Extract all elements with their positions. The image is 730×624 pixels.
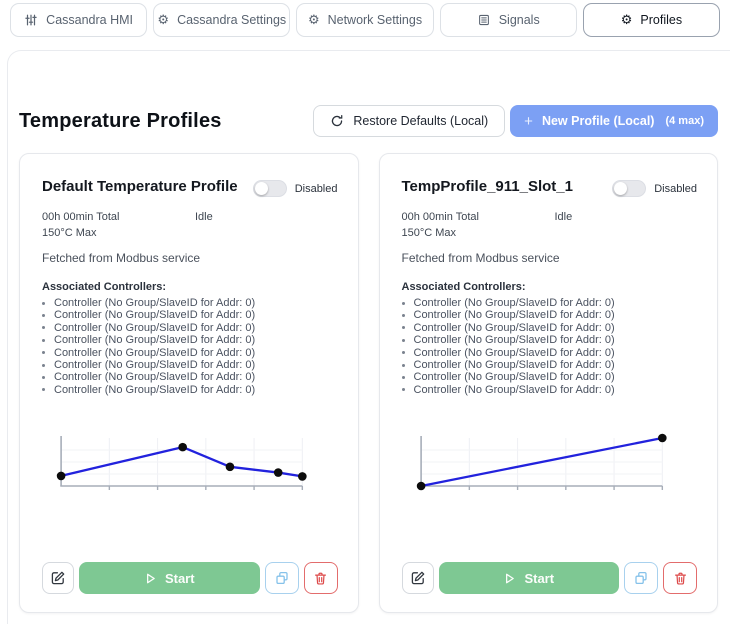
gear-icon: ⚙ — [620, 12, 633, 28]
profiles-panel: Temperature Profiles Restore Defaults (L… — [7, 50, 730, 624]
source-label: Fetched from Modbus service — [401, 251, 560, 265]
page-header: Temperature Profiles Restore Defaults (L… — [19, 105, 718, 137]
plus-icon: + — [524, 112, 533, 130]
controller-item: Controller (No Group/SlaveID for Addr: 0… — [401, 371, 698, 383]
controller-item: Controller (No Group/SlaveID for Addr: 0… — [401, 384, 698, 396]
edit-profile-button[interactable] — [401, 562, 434, 594]
bullet-dot — [401, 301, 405, 305]
pencil-square-icon — [51, 571, 65, 585]
controller-item: Controller (No Group/SlaveID for Addr: 0… — [401, 334, 698, 346]
bullet-dot — [401, 338, 405, 342]
bullet-dot — [42, 313, 45, 317]
profile-card: Default Temperature Profile Disabled 00h… — [19, 153, 359, 613]
trash-icon — [315, 572, 326, 585]
restore-defaults-button[interactable]: Restore Defaults (Local) — [313, 105, 506, 137]
bullet-dot — [401, 388, 405, 392]
controller-item: Controller (No Group/SlaveID for Addr: 0… — [42, 309, 338, 321]
duplicate-profile-button[interactable] — [264, 562, 299, 594]
start-button[interactable]: Start — [438, 562, 619, 594]
trash-icon — [674, 572, 686, 585]
bullet-dot — [401, 363, 405, 367]
bullet-dot — [42, 375, 45, 379]
bullet-dot — [401, 326, 405, 330]
profile-name: Default Temperature Profile — [42, 178, 238, 195]
tab-signals[interactable]: Signals — [439, 3, 577, 37]
profile-limit-label: (4 max) — [665, 115, 704, 127]
refresh-icon — [332, 114, 343, 127]
controllers-heading: Associated Controllers: — [42, 281, 167, 293]
controllers-heading: Associated Controllers: — [401, 281, 526, 293]
bullet-dot — [401, 375, 405, 379]
profile-card: TempProfile_911_Slot_1 Disabled 00h 00mi… — [378, 153, 718, 613]
bullet-dot — [401, 313, 405, 317]
toggle-knob — [254, 182, 268, 195]
list-icon — [478, 14, 489, 26]
gear-icon: ⚙ — [307, 12, 320, 28]
start-button[interactable]: Start — [79, 562, 260, 594]
controller-item: Controller (No Group/SlaveID for Addr: 0… — [42, 322, 338, 334]
status-badge: Idle — [195, 211, 213, 223]
tab-network-settings[interactable]: ⚙ Network Settings — [296, 3, 434, 37]
controllers-list: Controller (No Group/SlaveID for Addr: 0… — [42, 297, 338, 396]
top-tab-bar: Cassandra HMI ⚙ Cassandra Settings ⚙ Net… — [0, 0, 730, 37]
controller-item: Controller (No Group/SlaveID for Addr: 0… — [42, 384, 338, 396]
controller-item: Controller (No Group/SlaveID for Addr: 0… — [42, 334, 338, 346]
controller-item: Controller (No Group/SlaveID for Addr: 0… — [401, 297, 698, 309]
source-label: Fetched from Modbus service — [42, 251, 201, 265]
status-badge: Idle — [554, 211, 573, 223]
total-duration: 00h 00min Total — [42, 211, 120, 223]
copy-icon — [635, 571, 647, 585]
controller-item: Controller (No Group/SlaveID for Addr: 0… — [401, 347, 698, 359]
enabled-toggle[interactable] — [612, 180, 647, 197]
tab-profiles[interactable]: ⚙ Profiles — [582, 3, 721, 37]
controller-item: Controller (No Group/SlaveID for Addr: 0… — [42, 371, 338, 383]
bullet-dot — [42, 388, 45, 392]
controller-item: Controller (No Group/SlaveID for Addr: 0… — [42, 359, 338, 371]
controller-item: Controller (No Group/SlaveID for Addr: 0… — [42, 297, 338, 309]
tab-label: Network Settings — [327, 13, 423, 27]
controller-item: Controller (No Group/SlaveID for Addr: 0… — [401, 322, 698, 334]
bullet-dot — [42, 363, 45, 367]
delete-profile-button[interactable] — [663, 562, 697, 594]
tab-cassandra-hmi[interactable]: Cassandra HMI — [10, 3, 148, 37]
max-temperature: 150°C Max — [42, 227, 97, 239]
profile-cards: Default Temperature Profile Disabled 00h… — [19, 153, 718, 613]
pencil-square-icon — [411, 571, 424, 585]
profile-name: TempProfile_911_Slot_1 — [401, 178, 573, 195]
copy-icon — [275, 571, 288, 585]
toggle-knob — [614, 182, 628, 195]
bullet-dot — [42, 351, 45, 355]
controller-item: Controller (No Group/SlaveID for Addr: 0… — [401, 359, 698, 371]
gear-icon: ⚙ — [157, 12, 170, 28]
temperature-profile-chart — [56, 436, 307, 491]
edit-profile-button[interactable] — [42, 562, 74, 594]
controller-item: Controller (No Group/SlaveID for Addr: 0… — [42, 347, 338, 359]
new-profile-button[interactable]: + New Profile (Local) (4 max) — [510, 105, 718, 137]
toggle-state-label: Disabled — [654, 182, 697, 195]
max-temperature: 150°C Max — [401, 227, 457, 239]
bullet-dot — [42, 301, 45, 305]
tab-label: Signals — [498, 13, 540, 27]
delete-profile-button[interactable] — [303, 562, 338, 594]
play-icon — [146, 573, 155, 583]
bullet-dot — [42, 326, 45, 330]
bullet-dot — [401, 351, 405, 355]
tab-cassandra-settings[interactable]: ⚙ Cassandra Settings — [153, 3, 291, 37]
sliders-icon — [25, 14, 37, 26]
toggle-state-label: Disabled — [294, 182, 338, 195]
page-title: Temperature Profiles — [19, 109, 222, 132]
play-icon — [506, 573, 515, 583]
controller-item: Controller (No Group/SlaveID for Addr: 0… — [401, 309, 698, 321]
tab-label: Profiles — [640, 13, 683, 27]
bullet-dot — [42, 338, 45, 342]
total-duration: 00h 00min Total — [401, 211, 479, 223]
controllers-list: Controller (No Group/SlaveID for Addr: 0… — [401, 297, 698, 396]
tab-label: Cassandra HMI — [46, 13, 134, 27]
duplicate-profile-button[interactable] — [624, 562, 658, 594]
enabled-toggle[interactable] — [252, 180, 287, 197]
tab-label: Cassandra Settings — [177, 13, 287, 27]
temperature-profile-chart — [416, 433, 667, 491]
